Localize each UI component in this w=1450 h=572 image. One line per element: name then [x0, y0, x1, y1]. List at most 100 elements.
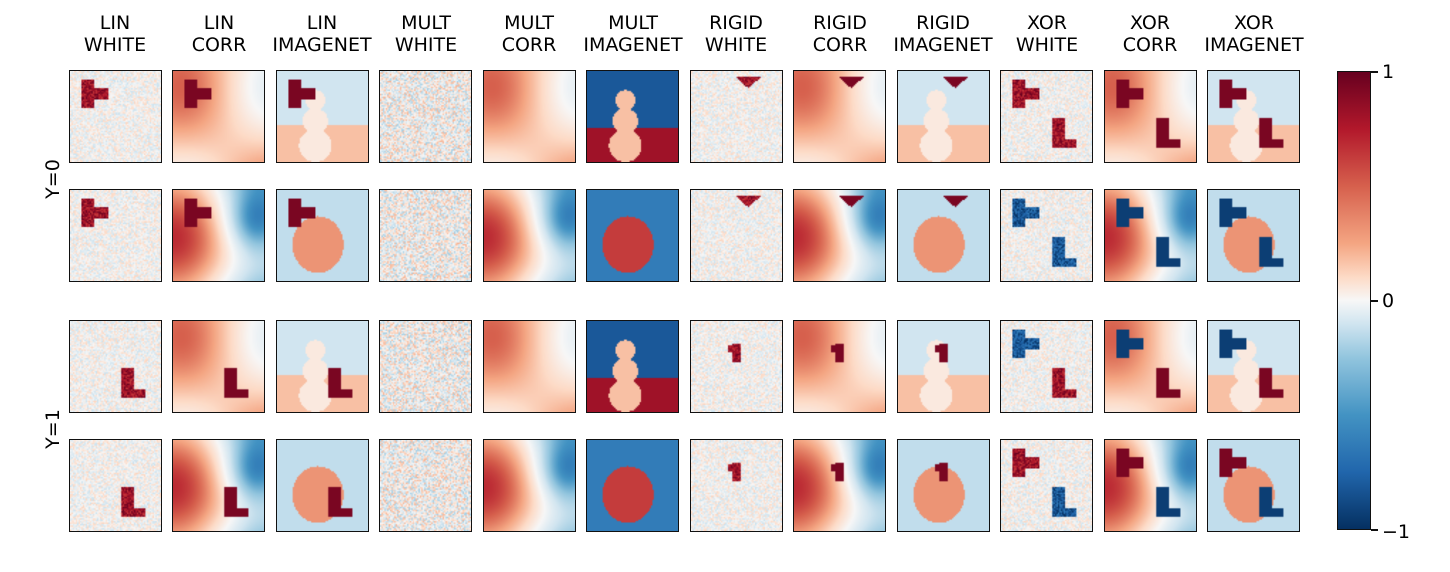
heatmap-panel-rigid-imagenet-row-1 — [897, 70, 990, 163]
heatmap-panel-xor-corr-row-4 — [1104, 439, 1197, 532]
heatmap-image — [380, 321, 471, 412]
heatmap-image — [691, 71, 782, 162]
heatmap-panel-lin-white-row-2 — [69, 189, 162, 282]
column-header-lin-corr: LIN CORR — [191, 12, 247, 56]
heatmap-panel-xor-white-row-4 — [1000, 439, 1093, 532]
heatmap-image — [484, 321, 575, 412]
heatmap-image — [1208, 440, 1299, 531]
heatmap-image — [898, 190, 989, 281]
column-header-xor-corr: XOR CORR — [1122, 12, 1178, 56]
heatmap-panel-mult-imagenet-row-1 — [586, 70, 679, 163]
heatmap-image — [70, 440, 161, 531]
heatmap-image — [691, 440, 782, 531]
heatmap-panel-mult-corr-row-4 — [483, 439, 576, 532]
heatmap-image — [1001, 190, 1092, 281]
heatmap-panel-rigid-imagenet-row-4 — [897, 439, 990, 532]
column-header-mult-imagenet: MULT IMAGENET — [583, 12, 683, 56]
heatmap-image — [173, 71, 264, 162]
heatmap-image — [1001, 321, 1092, 412]
heatmap-panel-mult-corr-row-1 — [483, 70, 576, 163]
heatmap-panel-xor-imagenet-row-2 — [1207, 189, 1300, 282]
heatmap-panel-xor-imagenet-row-3 — [1207, 320, 1300, 413]
colorbar-tick-max — [1371, 71, 1378, 73]
heatmap-image — [898, 71, 989, 162]
heatmap-panel-mult-corr-row-3 — [483, 320, 576, 413]
heatmap-image — [587, 321, 678, 412]
column-header-xor-white: XOR WHITE — [1015, 12, 1079, 56]
heatmap-panel-rigid-corr-row-2 — [793, 189, 886, 282]
column-header-mult-corr: MULT CORR — [501, 12, 557, 56]
heatmap-image — [173, 321, 264, 412]
heatmap-image — [1001, 71, 1092, 162]
heatmap-panel-lin-imagenet-row-2 — [276, 189, 369, 282]
column-header-rigid-corr: RIGID CORR — [812, 12, 868, 56]
heatmap-panel-xor-corr-row-2 — [1104, 189, 1197, 282]
heatmap-image — [70, 190, 161, 281]
heatmap-panel-lin-imagenet-row-1 — [276, 70, 369, 163]
heatmap-panel-rigid-white-row-4 — [690, 439, 783, 532]
column-header-rigid-white: RIGID WHITE — [704, 12, 768, 56]
heatmap-panel-lin-imagenet-row-3 — [276, 320, 369, 413]
colorbar-min-label: −1 — [1382, 521, 1411, 543]
colorbar-tick-mid — [1371, 300, 1378, 302]
heatmap-image — [277, 190, 368, 281]
heatmap-image — [1208, 71, 1299, 162]
heatmap-image — [380, 190, 471, 281]
heatmap-panel-lin-corr-row-1 — [172, 70, 265, 163]
heatmap-panel-xor-corr-row-1 — [1104, 70, 1197, 163]
heatmap-panel-lin-corr-row-3 — [172, 320, 265, 413]
heatmap-image — [587, 190, 678, 281]
heatmap-image — [1001, 440, 1092, 531]
heatmap-image — [587, 71, 678, 162]
heatmap-image — [277, 71, 368, 162]
heatmap-panel-rigid-corr-row-4 — [793, 439, 886, 532]
heatmap-image — [1105, 71, 1196, 162]
heatmap-panel-mult-white-row-1 — [379, 70, 472, 163]
heatmap-panel-xor-corr-row-3 — [1104, 320, 1197, 413]
heatmap-panel-lin-white-row-1 — [69, 70, 162, 163]
colorbar-tick-min — [1371, 529, 1378, 531]
heatmap-image — [691, 190, 782, 281]
heatmap-image — [1105, 440, 1196, 531]
colorbar — [1337, 71, 1371, 530]
heatmap-image — [1105, 190, 1196, 281]
heatmap-panel-xor-imagenet-row-1 — [1207, 70, 1300, 163]
heatmap-image — [691, 321, 782, 412]
heatmap-panel-xor-white-row-1 — [1000, 70, 1093, 163]
column-header-rigid-imagenet: RIGID IMAGENET — [893, 12, 993, 56]
row-label-y1: Y=1 — [42, 409, 64, 449]
heatmap-panel-mult-imagenet-row-2 — [586, 189, 679, 282]
heatmap-image — [1208, 321, 1299, 412]
heatmap-image — [794, 190, 885, 281]
column-header-xor-imagenet: XOR IMAGENET — [1204, 12, 1304, 56]
heatmap-panel-mult-imagenet-row-4 — [586, 439, 679, 532]
heatmap-image — [794, 440, 885, 531]
heatmap-panel-xor-white-row-2 — [1000, 189, 1093, 282]
heatmap-panel-rigid-imagenet-row-3 — [897, 320, 990, 413]
heatmap-panel-mult-imagenet-row-3 — [586, 320, 679, 413]
heatmap-image — [173, 190, 264, 281]
heatmap-panel-mult-white-row-4 — [379, 439, 472, 532]
heatmap-panel-rigid-corr-row-3 — [793, 320, 886, 413]
heatmap-image — [898, 440, 989, 531]
heatmap-image — [277, 440, 368, 531]
heatmap-panel-xor-white-row-3 — [1000, 320, 1093, 413]
heatmap-panel-rigid-white-row-2 — [690, 189, 783, 282]
heatmap-panel-rigid-white-row-3 — [690, 320, 783, 413]
heatmap-panel-rigid-corr-row-1 — [793, 70, 886, 163]
heatmap-image — [587, 440, 678, 531]
heatmap-panel-lin-white-row-3 — [69, 320, 162, 413]
column-header-lin-imagenet: LIN IMAGENET — [272, 12, 372, 56]
row-label-y0: Y=0 — [42, 159, 64, 199]
heatmap-image — [70, 71, 161, 162]
heatmap-image — [173, 440, 264, 531]
heatmap-panel-rigid-imagenet-row-2 — [897, 189, 990, 282]
heatmap-image — [484, 71, 575, 162]
heatmap-panel-lin-corr-row-4 — [172, 439, 265, 532]
heatmap-image — [484, 190, 575, 281]
column-header-mult-white: MULT WHITE — [394, 12, 458, 56]
heatmap-image — [794, 321, 885, 412]
heatmap-image — [484, 440, 575, 531]
heatmap-panel-mult-white-row-2 — [379, 189, 472, 282]
